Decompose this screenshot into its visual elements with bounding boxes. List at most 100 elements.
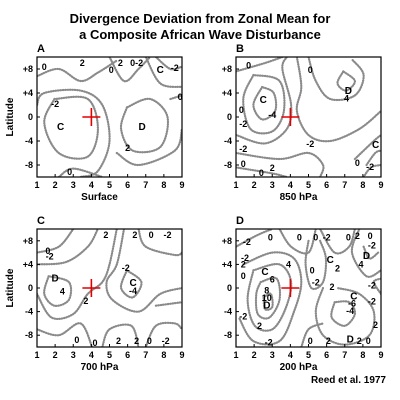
contour-line bbox=[236, 229, 274, 248]
x-tick-label: 7 bbox=[143, 350, 148, 360]
contour-line bbox=[319, 229, 356, 255]
contour-label: -2 bbox=[366, 162, 374, 172]
contour-label: 2 bbox=[134, 336, 139, 346]
contour-line bbox=[242, 73, 286, 135]
contour-line bbox=[236, 57, 284, 73]
contour-label: -2 bbox=[243, 237, 251, 247]
contour-line bbox=[137, 229, 182, 257]
contour-line bbox=[236, 166, 288, 177]
contour-label: 0 bbox=[355, 158, 360, 168]
y-tick-label: +4 bbox=[23, 259, 33, 269]
contour-label: 0 bbox=[92, 338, 97, 348]
contour-label: 2 bbox=[241, 259, 246, 269]
contour-lines bbox=[37, 229, 182, 347]
contour-label: 0-2 bbox=[130, 58, 143, 68]
x-tick-label: 2 bbox=[252, 350, 257, 360]
contour-line bbox=[372, 277, 381, 295]
contour-label: 2 bbox=[335, 264, 340, 274]
contour-label: -4 bbox=[346, 306, 354, 316]
contour-label: 2 bbox=[125, 143, 130, 153]
contour-line bbox=[37, 229, 75, 254]
convergence-center: C bbox=[350, 292, 357, 303]
contour-label: 0 bbox=[241, 159, 246, 169]
contour-label: -2 bbox=[171, 63, 179, 73]
contour-label: 0 bbox=[259, 168, 264, 178]
x-axis-title: 850 hPa bbox=[280, 192, 318, 203]
x-tick-label: 7 bbox=[342, 180, 347, 190]
figure-title-line2: a Composite African Wave Disturbance bbox=[79, 27, 321, 42]
y-axis-title: Latitude bbox=[5, 97, 16, 136]
contour-line bbox=[43, 95, 100, 160]
contour-line bbox=[295, 57, 381, 143]
contour-line bbox=[246, 262, 293, 332]
y-tick-label: +8 bbox=[222, 236, 232, 246]
contour-line bbox=[119, 269, 143, 299]
contour-label: 4 bbox=[344, 93, 349, 103]
trough-marker bbox=[82, 108, 101, 126]
x-tick-label: 8 bbox=[360, 180, 365, 190]
contour-label: 2 bbox=[355, 231, 360, 241]
y-tick-label: -8 bbox=[25, 160, 33, 170]
contour-label: 0 bbox=[74, 335, 79, 345]
divergence-center: D bbox=[363, 251, 370, 262]
contour-line bbox=[144, 321, 182, 347]
contour-label: -4 bbox=[268, 110, 276, 120]
y-tick-label: -4 bbox=[25, 307, 33, 317]
contour-line bbox=[37, 229, 118, 320]
contour-line bbox=[353, 133, 381, 161]
x-tick-label: 8 bbox=[161, 350, 166, 360]
contour-line bbox=[350, 229, 381, 278]
contour-label: 0 bbox=[297, 232, 302, 242]
convergence-center: C bbox=[157, 65, 164, 76]
contour-label: 0 bbox=[109, 65, 114, 75]
contour-line bbox=[362, 245, 380, 260]
contour-label: -2 bbox=[368, 241, 376, 251]
contour-label: -6 bbox=[348, 298, 356, 308]
convergence-center: C bbox=[372, 140, 379, 151]
contour-line bbox=[254, 276, 282, 320]
panel-label: D bbox=[236, 215, 244, 227]
contour-line bbox=[154, 301, 182, 307]
contour-label: -2 bbox=[162, 336, 170, 346]
contour-line bbox=[314, 286, 376, 346]
contour-line bbox=[37, 229, 99, 266]
x-tick-label: 9 bbox=[179, 180, 184, 190]
contour-label: 2 bbox=[257, 321, 262, 331]
x-tick-label: 2 bbox=[53, 180, 58, 190]
contour-label: 2 bbox=[103, 230, 108, 240]
source-credit: Reed et al. 1977 bbox=[310, 375, 386, 386]
contour-label: -4 bbox=[129, 286, 137, 296]
contour-label: 0 bbox=[42, 62, 47, 72]
contour-label: -2 bbox=[239, 144, 247, 154]
x-tick-label: 5 bbox=[306, 350, 311, 360]
contour-line bbox=[43, 275, 73, 307]
convergence-center: C bbox=[260, 95, 267, 106]
contour-label: 0 bbox=[149, 230, 154, 240]
x-tick-label: 9 bbox=[179, 350, 184, 360]
panel-label: B bbox=[236, 43, 244, 55]
contour-line bbox=[37, 88, 111, 177]
x-tick-label: 5 bbox=[107, 180, 112, 190]
x-tick-label: 6 bbox=[125, 180, 130, 190]
x-tick-label: 8 bbox=[161, 180, 166, 190]
y-tick-label: 0 bbox=[227, 283, 232, 293]
x-tick-label: 7 bbox=[342, 350, 347, 360]
contour-label: 6 bbox=[270, 275, 275, 285]
contour-line bbox=[169, 94, 182, 101]
contour-label: -2 bbox=[306, 139, 314, 149]
contour-label: 4 bbox=[286, 259, 291, 269]
contour-label: 0 bbox=[310, 265, 315, 275]
x-tick-label: 4 bbox=[89, 350, 94, 360]
x-tick-label: 4 bbox=[89, 180, 94, 190]
y-tick-label: -4 bbox=[224, 136, 232, 146]
figure-title-line1: Divergence Deviation from Zonal Mean for bbox=[69, 11, 331, 26]
contour-line bbox=[262, 292, 274, 311]
contour-lines bbox=[236, 229, 381, 347]
contour-line bbox=[37, 322, 94, 347]
x-tick-label: 9 bbox=[378, 180, 383, 190]
contour-line bbox=[57, 167, 104, 177]
x-tick-label: 2 bbox=[252, 180, 257, 190]
